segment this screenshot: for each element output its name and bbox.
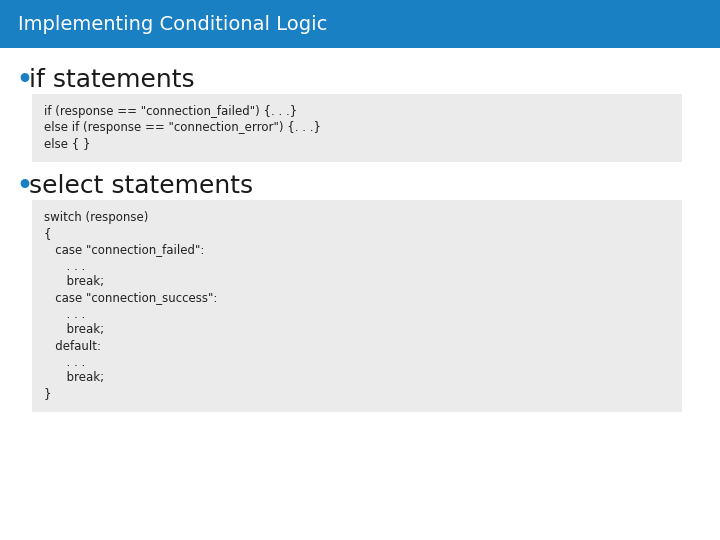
Text: break;: break; bbox=[44, 372, 104, 384]
FancyBboxPatch shape bbox=[32, 94, 682, 162]
Text: . . .: . . . bbox=[44, 355, 85, 368]
Text: •: • bbox=[16, 68, 32, 92]
Text: else if (response == "connection_error") {. . .}: else if (response == "connection_error")… bbox=[44, 122, 321, 134]
FancyBboxPatch shape bbox=[32, 200, 682, 412]
Text: select statements: select statements bbox=[29, 174, 253, 198]
Text: Implementing Conditional Logic: Implementing Conditional Logic bbox=[18, 15, 328, 33]
Text: . . .: . . . bbox=[44, 260, 85, 273]
Text: {: { bbox=[44, 227, 52, 240]
Text: case "connection_failed":: case "connection_failed": bbox=[44, 244, 204, 256]
Text: else { }: else { } bbox=[44, 138, 91, 151]
Text: break;: break; bbox=[44, 275, 104, 288]
Text: }: } bbox=[44, 388, 52, 401]
FancyBboxPatch shape bbox=[0, 0, 720, 48]
Text: . . .: . . . bbox=[44, 307, 85, 321]
Text: if statements: if statements bbox=[29, 68, 194, 92]
Text: •: • bbox=[16, 174, 32, 198]
Text: switch (response): switch (response) bbox=[44, 212, 148, 225]
Text: if (response == "connection_failed") {. . .}: if (response == "connection_failed") {. … bbox=[44, 105, 297, 118]
Text: break;: break; bbox=[44, 323, 104, 336]
Text: case "connection_success":: case "connection_success": bbox=[44, 292, 217, 305]
Text: default:: default: bbox=[44, 340, 101, 353]
